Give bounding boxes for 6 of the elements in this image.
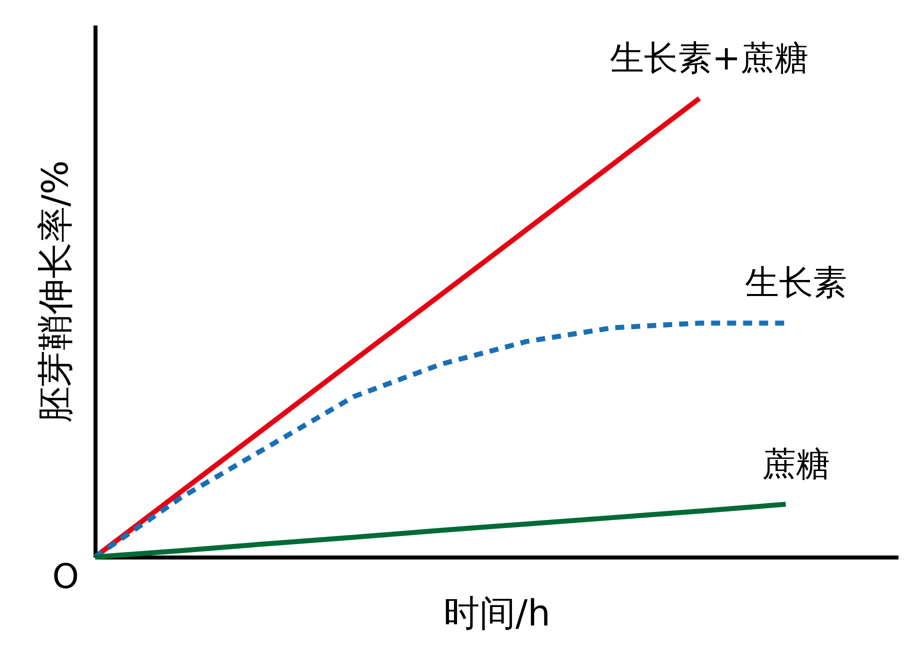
text: O	[52, 557, 79, 597]
series-label: 蔗糖	[762, 444, 830, 484]
series-label: 生长素+蔗糖	[610, 38, 809, 78]
series-label: 生长素	[744, 263, 847, 304]
y-axis-title: 胚芽鞘伸长率/%	[36, 160, 76, 423]
x-axis-title: 时间/h	[444, 594, 550, 634]
